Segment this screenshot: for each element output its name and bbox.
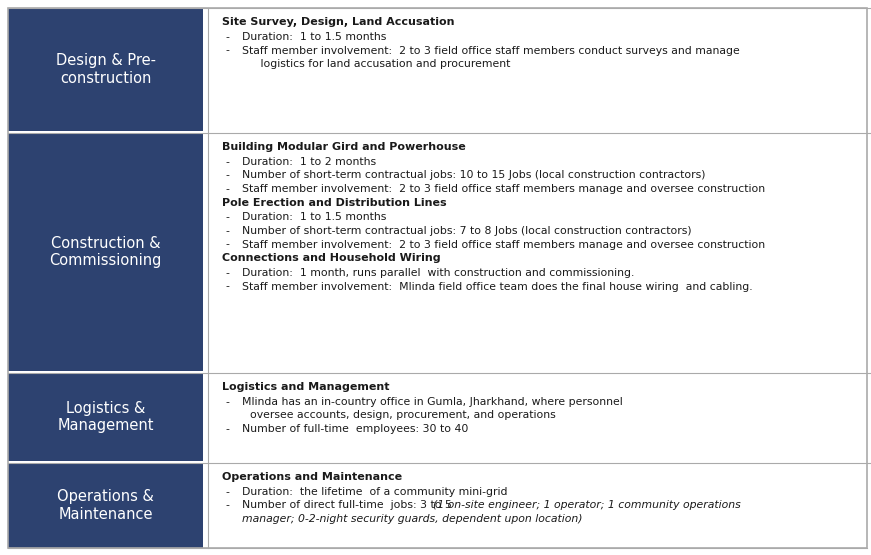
Text: -: - — [225, 213, 229, 223]
Text: Pole Erection and Distribution Lines: Pole Erection and Distribution Lines — [222, 198, 447, 208]
Text: -: - — [225, 32, 229, 42]
Bar — [8, 8, 203, 131]
Text: -: - — [225, 226, 229, 236]
Bar — [8, 463, 203, 548]
Text: -: - — [225, 157, 229, 167]
Text: Logistics &
Management: Logistics & Management — [57, 401, 154, 433]
Text: -: - — [225, 397, 229, 407]
Text: logistics for land accusation and procurement: logistics for land accusation and procur… — [250, 59, 510, 69]
Bar — [214, 373, 865, 461]
Text: Number of short-term contractual jobs: 7 to 8 Jobs (local construction contracto: Number of short-term contractual jobs: 7… — [242, 226, 692, 236]
Text: Operations and Maintenance: Operations and Maintenance — [222, 472, 402, 482]
Text: Number of short-term contractual jobs: 10 to 15 Jobs (local construction contrac: Number of short-term contractual jobs: 1… — [242, 170, 706, 180]
Text: Number of direct full-time  jobs: 3 to 5: Number of direct full-time jobs: 3 to 5 — [242, 501, 459, 511]
Text: Building Modular Gird and Powerhouse: Building Modular Gird and Powerhouse — [222, 142, 466, 152]
Bar — [8, 133, 203, 371]
Text: Connections and Household Wiring: Connections and Household Wiring — [222, 253, 441, 263]
Text: Duration:  1 month, runs parallel  with construction and commissioning.: Duration: 1 month, runs parallel with co… — [242, 268, 634, 278]
Bar — [8, 373, 203, 461]
Text: Duration:  the lifetime  of a community mini-grid: Duration: the lifetime of a community mi… — [242, 487, 508, 497]
Text: Staff member involvement:  2 to 3 field office staff members conduct surveys and: Staff member involvement: 2 to 3 field o… — [242, 46, 739, 56]
Text: Duration:  1 to 1.5 months: Duration: 1 to 1.5 months — [242, 213, 387, 223]
Bar — [214, 463, 865, 548]
Text: -: - — [225, 170, 229, 180]
Text: Design & Pre-
construction: Design & Pre- construction — [56, 53, 156, 85]
Text: Staff member involvement:  2 to 3 field office staff members manage and oversee : Staff member involvement: 2 to 3 field o… — [242, 240, 765, 250]
Text: oversee accounts, design, procurement, and operations: oversee accounts, design, procurement, a… — [250, 411, 556, 421]
Text: Construction &
Commissioning: Construction & Commissioning — [50, 236, 162, 268]
Text: Operations &
Maintenance: Operations & Maintenance — [57, 490, 154, 522]
Text: Number of full-time  employees: 30 to 40: Number of full-time employees: 30 to 40 — [242, 424, 469, 434]
Bar — [214, 133, 865, 371]
Text: -: - — [225, 424, 229, 434]
Text: -: - — [225, 268, 229, 278]
Text: Site Survey, Design, Land Accusation: Site Survey, Design, Land Accusation — [222, 17, 455, 27]
Text: Staff member involvement:  Mlinda field office team does the final house wiring : Staff member involvement: Mlinda field o… — [242, 281, 753, 291]
Text: -: - — [225, 487, 229, 497]
Text: Logistics and Management: Logistics and Management — [222, 382, 389, 392]
Text: -: - — [225, 281, 229, 291]
Text: -: - — [225, 240, 229, 250]
Text: Duration:  1 to 1.5 months: Duration: 1 to 1.5 months — [242, 32, 387, 42]
Text: -: - — [225, 501, 229, 511]
Text: Duration:  1 to 2 months: Duration: 1 to 2 months — [242, 157, 376, 167]
Text: manager; 0-2-night security guards, dependent upon location): manager; 0-2-night security guards, depe… — [242, 514, 583, 524]
Bar — [214, 8, 865, 131]
Text: Mlinda has an in-country office in Gumla, Jharkhand, where personnel: Mlinda has an in-country office in Gumla… — [242, 397, 623, 407]
Text: -: - — [225, 46, 229, 56]
Text: -: - — [225, 184, 229, 194]
Text: Staff member involvement:  2 to 3 field office staff members manage and oversee : Staff member involvement: 2 to 3 field o… — [242, 184, 765, 194]
Text: (1 on-site engineer; 1 operator; 1 community operations: (1 on-site engineer; 1 operator; 1 commu… — [433, 501, 741, 511]
